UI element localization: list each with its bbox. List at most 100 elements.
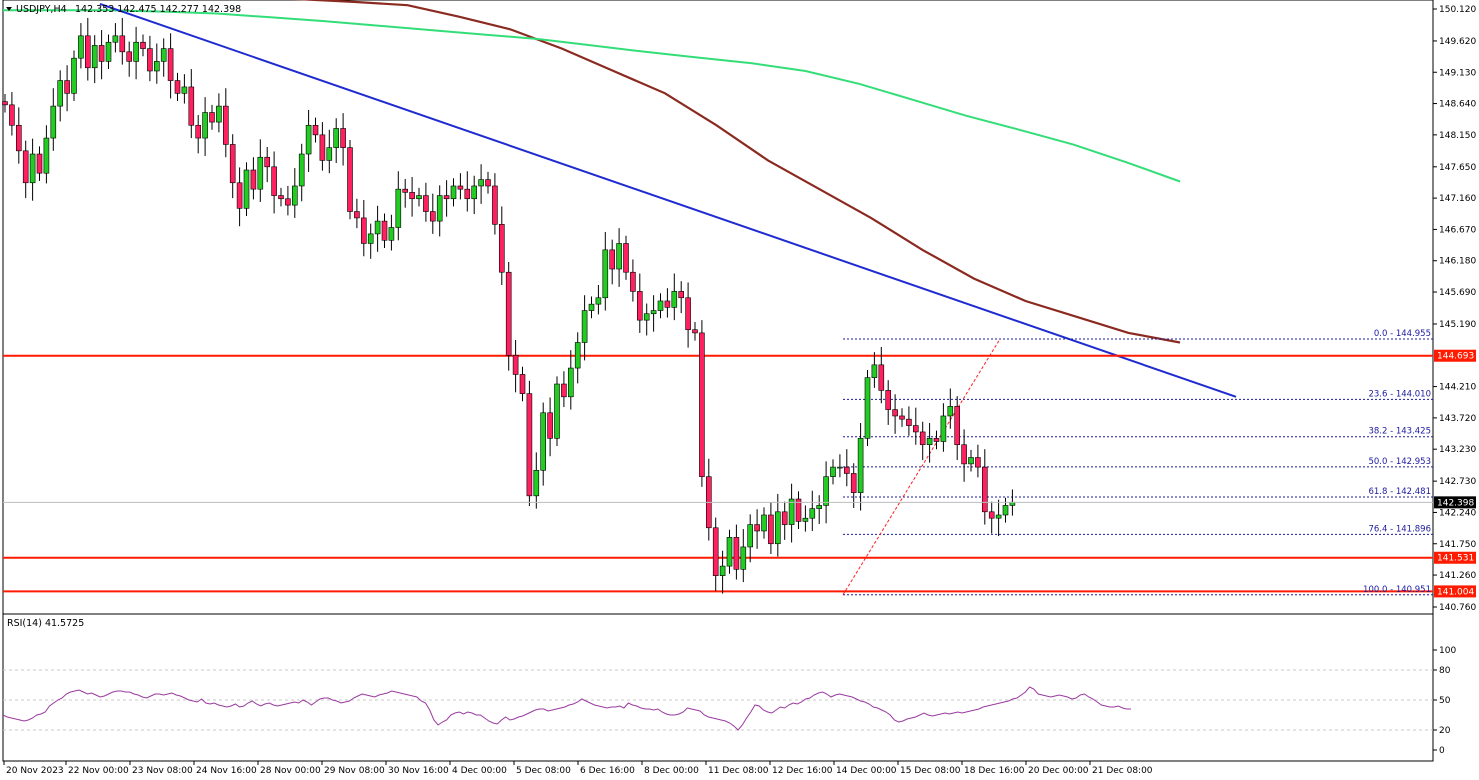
bearish-candle xyxy=(347,147,353,212)
bullish-candle xyxy=(78,35,84,59)
moving-averages xyxy=(3,0,1181,344)
bullish-candle xyxy=(657,300,664,311)
fib-swing-line xyxy=(842,338,1001,596)
bearish-candle xyxy=(22,150,29,184)
bullish-candle xyxy=(257,156,264,190)
bearish-candle xyxy=(98,45,105,62)
rsi-level-label: 20 xyxy=(1439,726,1451,736)
bearish-candle xyxy=(174,80,181,94)
bullish-candle xyxy=(816,505,823,509)
time-axis: 20 Nov 2023 22 Nov 00:00 23 Nov 08:00 24 No… xyxy=(3,761,1153,776)
bearish-candle xyxy=(512,354,519,375)
support-price-tag xyxy=(1434,551,1476,564)
bearish-candle xyxy=(975,457,981,468)
price-tick-label: 142.240 xyxy=(1439,508,1476,518)
bullish-candle xyxy=(643,313,650,321)
bullish-candle xyxy=(968,457,974,465)
bearish-candle xyxy=(933,438,940,442)
bullish-candle xyxy=(650,310,657,315)
bullish-candle xyxy=(388,227,395,241)
bullish-candle xyxy=(160,48,167,62)
rsi-level-label: 0 xyxy=(1439,746,1445,756)
time-tick-label: 23 Nov 08:00 xyxy=(132,766,193,776)
bearish-candle xyxy=(768,514,774,545)
bearish-candle xyxy=(692,329,698,334)
rsi-indicator: 100 80 50 20 0 xyxy=(2,646,1456,756)
bullish-candle xyxy=(947,406,954,417)
time-tick-label: 15 Dec 08:00 xyxy=(900,766,961,776)
ma-100-line xyxy=(290,0,1181,344)
bullish-candle xyxy=(326,147,333,161)
bearish-candle xyxy=(850,473,857,493)
price-tick-label: 147.650 xyxy=(1439,163,1476,173)
symbol-dropdown-icon[interactable] xyxy=(6,7,12,11)
bullish-candle xyxy=(181,86,188,94)
time-tick-label: 30 Nov 16:00 xyxy=(388,766,449,776)
main-pane-frame xyxy=(2,0,1434,615)
bullish-candle xyxy=(740,546,747,570)
bullish-candle xyxy=(857,438,864,493)
bearish-candle xyxy=(505,271,512,356)
bullish-candle xyxy=(940,415,947,442)
price-axis: 150.120 149.620 149.130 148.640 148.150 147.6… xyxy=(1433,5,1476,613)
rsi-level-label: 100 xyxy=(1439,646,1456,656)
bearish-candle xyxy=(340,128,346,148)
bearish-candle xyxy=(2,101,8,106)
bullish-candle xyxy=(554,383,560,439)
bearish-candle xyxy=(236,182,243,209)
bearish-candle xyxy=(630,271,636,292)
price-tick-label: 143.230 xyxy=(1439,445,1476,455)
time-tick-label: 21 Dec 08:00 xyxy=(1092,766,1153,776)
bearish-candle xyxy=(547,412,553,439)
bullish-candle xyxy=(367,233,374,244)
bearish-candle xyxy=(195,124,201,139)
bullish-candle xyxy=(823,476,829,506)
bullish-candle xyxy=(602,249,609,299)
rsi-level-label: 80 xyxy=(1439,666,1451,676)
rsi-label: RSI(14) 41.5725 xyxy=(7,618,84,629)
bullish-candle xyxy=(216,105,222,123)
time-tick-label: 8 Dec 00:00 xyxy=(644,766,699,776)
bearish-candle xyxy=(457,185,464,190)
bearish-candle xyxy=(988,511,995,519)
bearish-candle xyxy=(126,51,132,62)
bearish-candle xyxy=(9,104,15,126)
bullish-candle xyxy=(50,105,57,139)
time-tick-label: 6 Dec 16:00 xyxy=(580,766,635,776)
bearish-candle xyxy=(899,415,905,420)
bearish-candle xyxy=(885,390,892,410)
bearish-candle xyxy=(485,179,491,187)
bearish-candle xyxy=(443,195,450,200)
bullish-candle xyxy=(298,153,305,187)
bullish-candle xyxy=(581,310,588,343)
support-price-tag-label: 144.693 xyxy=(1437,352,1474,362)
ohlc-readout: 142.353 142.475 142.277 142.398 xyxy=(75,4,241,15)
bullish-candle xyxy=(533,469,540,497)
bearish-candle xyxy=(64,80,70,94)
bearish-candle xyxy=(423,195,429,212)
price-tick-label: 143.720 xyxy=(1439,414,1476,424)
time-tick-label: 4 Dec 00:00 xyxy=(452,766,507,776)
bearish-candle xyxy=(492,185,498,225)
bullish-candle xyxy=(926,438,933,446)
fib-level-label: 76.4 - 141.896 xyxy=(1368,524,1431,534)
bullish-candle xyxy=(57,80,64,107)
time-tick-label: 28 Nov 00:00 xyxy=(260,766,321,776)
bullish-candle xyxy=(416,195,422,200)
price-tick-label: 147.160 xyxy=(1439,194,1476,204)
bullish-candle xyxy=(671,291,678,308)
bearish-candle xyxy=(919,431,926,446)
bullish-candle xyxy=(71,57,77,94)
current-price-tag xyxy=(1434,496,1476,509)
fib-level-label: 50.0 - 142.953 xyxy=(1368,457,1431,467)
time-tick-label: 12 Dec 16:00 xyxy=(772,766,833,776)
price-tick-label: 144.210 xyxy=(1439,383,1476,393)
bearish-candle xyxy=(15,124,22,152)
bullish-candle xyxy=(761,514,767,532)
price-tick-label: 149.620 xyxy=(1439,37,1476,47)
bearish-candle xyxy=(664,300,671,308)
bearish-candle xyxy=(409,192,415,200)
bullish-candle xyxy=(588,303,595,311)
price-tick-label: 146.180 xyxy=(1439,257,1476,267)
